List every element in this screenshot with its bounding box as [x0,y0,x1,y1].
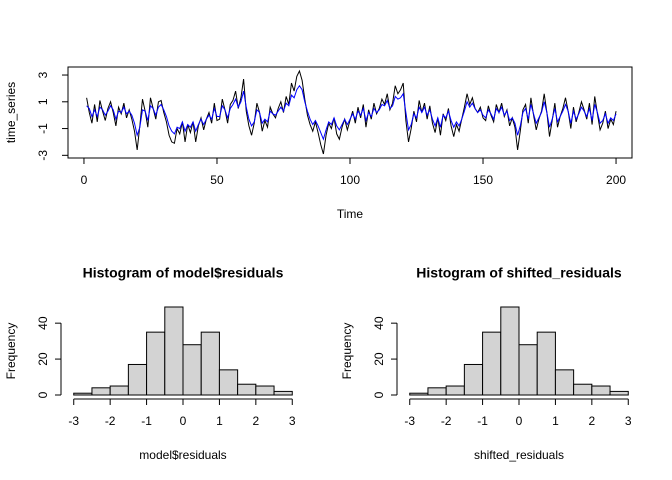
bar [427,387,447,396]
y-tick-label: 1 [36,98,50,105]
bar [200,331,220,396]
bar [482,331,502,396]
bar [146,331,166,396]
x-axis-label: Time [337,207,364,221]
x-tick-label: -3 [68,414,79,428]
x-tick-label: 2 [252,414,259,428]
bar [73,392,93,396]
x-tick-label: 100 [340,173,360,187]
x-tick-label: 1 [216,414,223,428]
bar [164,306,184,396]
bar [591,385,611,396]
bar [500,306,520,396]
bar [273,390,293,396]
y-axis-label: time_series [4,82,18,143]
bar [536,331,556,396]
x-tick-label: -1 [141,414,152,428]
y-axis-label: Frequency [4,323,18,380]
chart-title: Histogram of model$residuals [83,265,284,281]
y-tick-label: 0 [36,391,50,398]
x-tick-label: -2 [441,414,452,428]
bar [109,385,129,396]
y-tick-label: 0 [372,391,386,398]
y-tick-label: 40 [372,316,386,330]
x-tick-label: 50 [210,173,224,187]
x-tick-label: 1 [552,414,559,428]
y-tick-label: 20 [36,352,50,366]
x-tick-label: 3 [289,414,296,428]
x-tick-label: 3 [625,414,632,428]
bar [237,383,257,396]
bar [573,383,593,396]
bar [463,363,484,396]
chart-title: Histogram of shifted_residuals [416,265,622,281]
x-tick-label: 0 [81,173,88,187]
y-tick-label: -1 [36,123,50,134]
x-tick-label: 2 [588,414,595,428]
bar [255,385,275,396]
x-tick-label: -2 [105,414,116,428]
x-tick-label: 0 [516,414,523,428]
bar [218,369,239,396]
x-axis-label: model$residuals [139,448,226,462]
y-tick-label: -3 [36,150,50,161]
x-tick-label: 0 [180,414,187,428]
x-axis-label: shifted_residuals [474,448,564,462]
bar [91,387,111,396]
bar [554,369,575,396]
series-line [86,69,617,155]
x-tick-label: -1 [477,414,488,428]
bar [409,392,429,396]
bar [182,344,202,396]
bar [445,385,465,396]
bar [609,390,629,396]
x-tick-label: 150 [473,173,493,187]
series-line [86,84,617,141]
plot-box [67,66,633,159]
bar [518,344,538,396]
y-axis-label: Frequency [340,323,354,380]
bar [127,363,148,396]
x-tick-label: -3 [404,414,415,428]
y-tick-label: 20 [372,352,386,366]
y-tick-label: 40 [36,316,50,330]
x-tick-label: 200 [606,173,626,187]
y-tick-label: 3 [36,71,50,78]
